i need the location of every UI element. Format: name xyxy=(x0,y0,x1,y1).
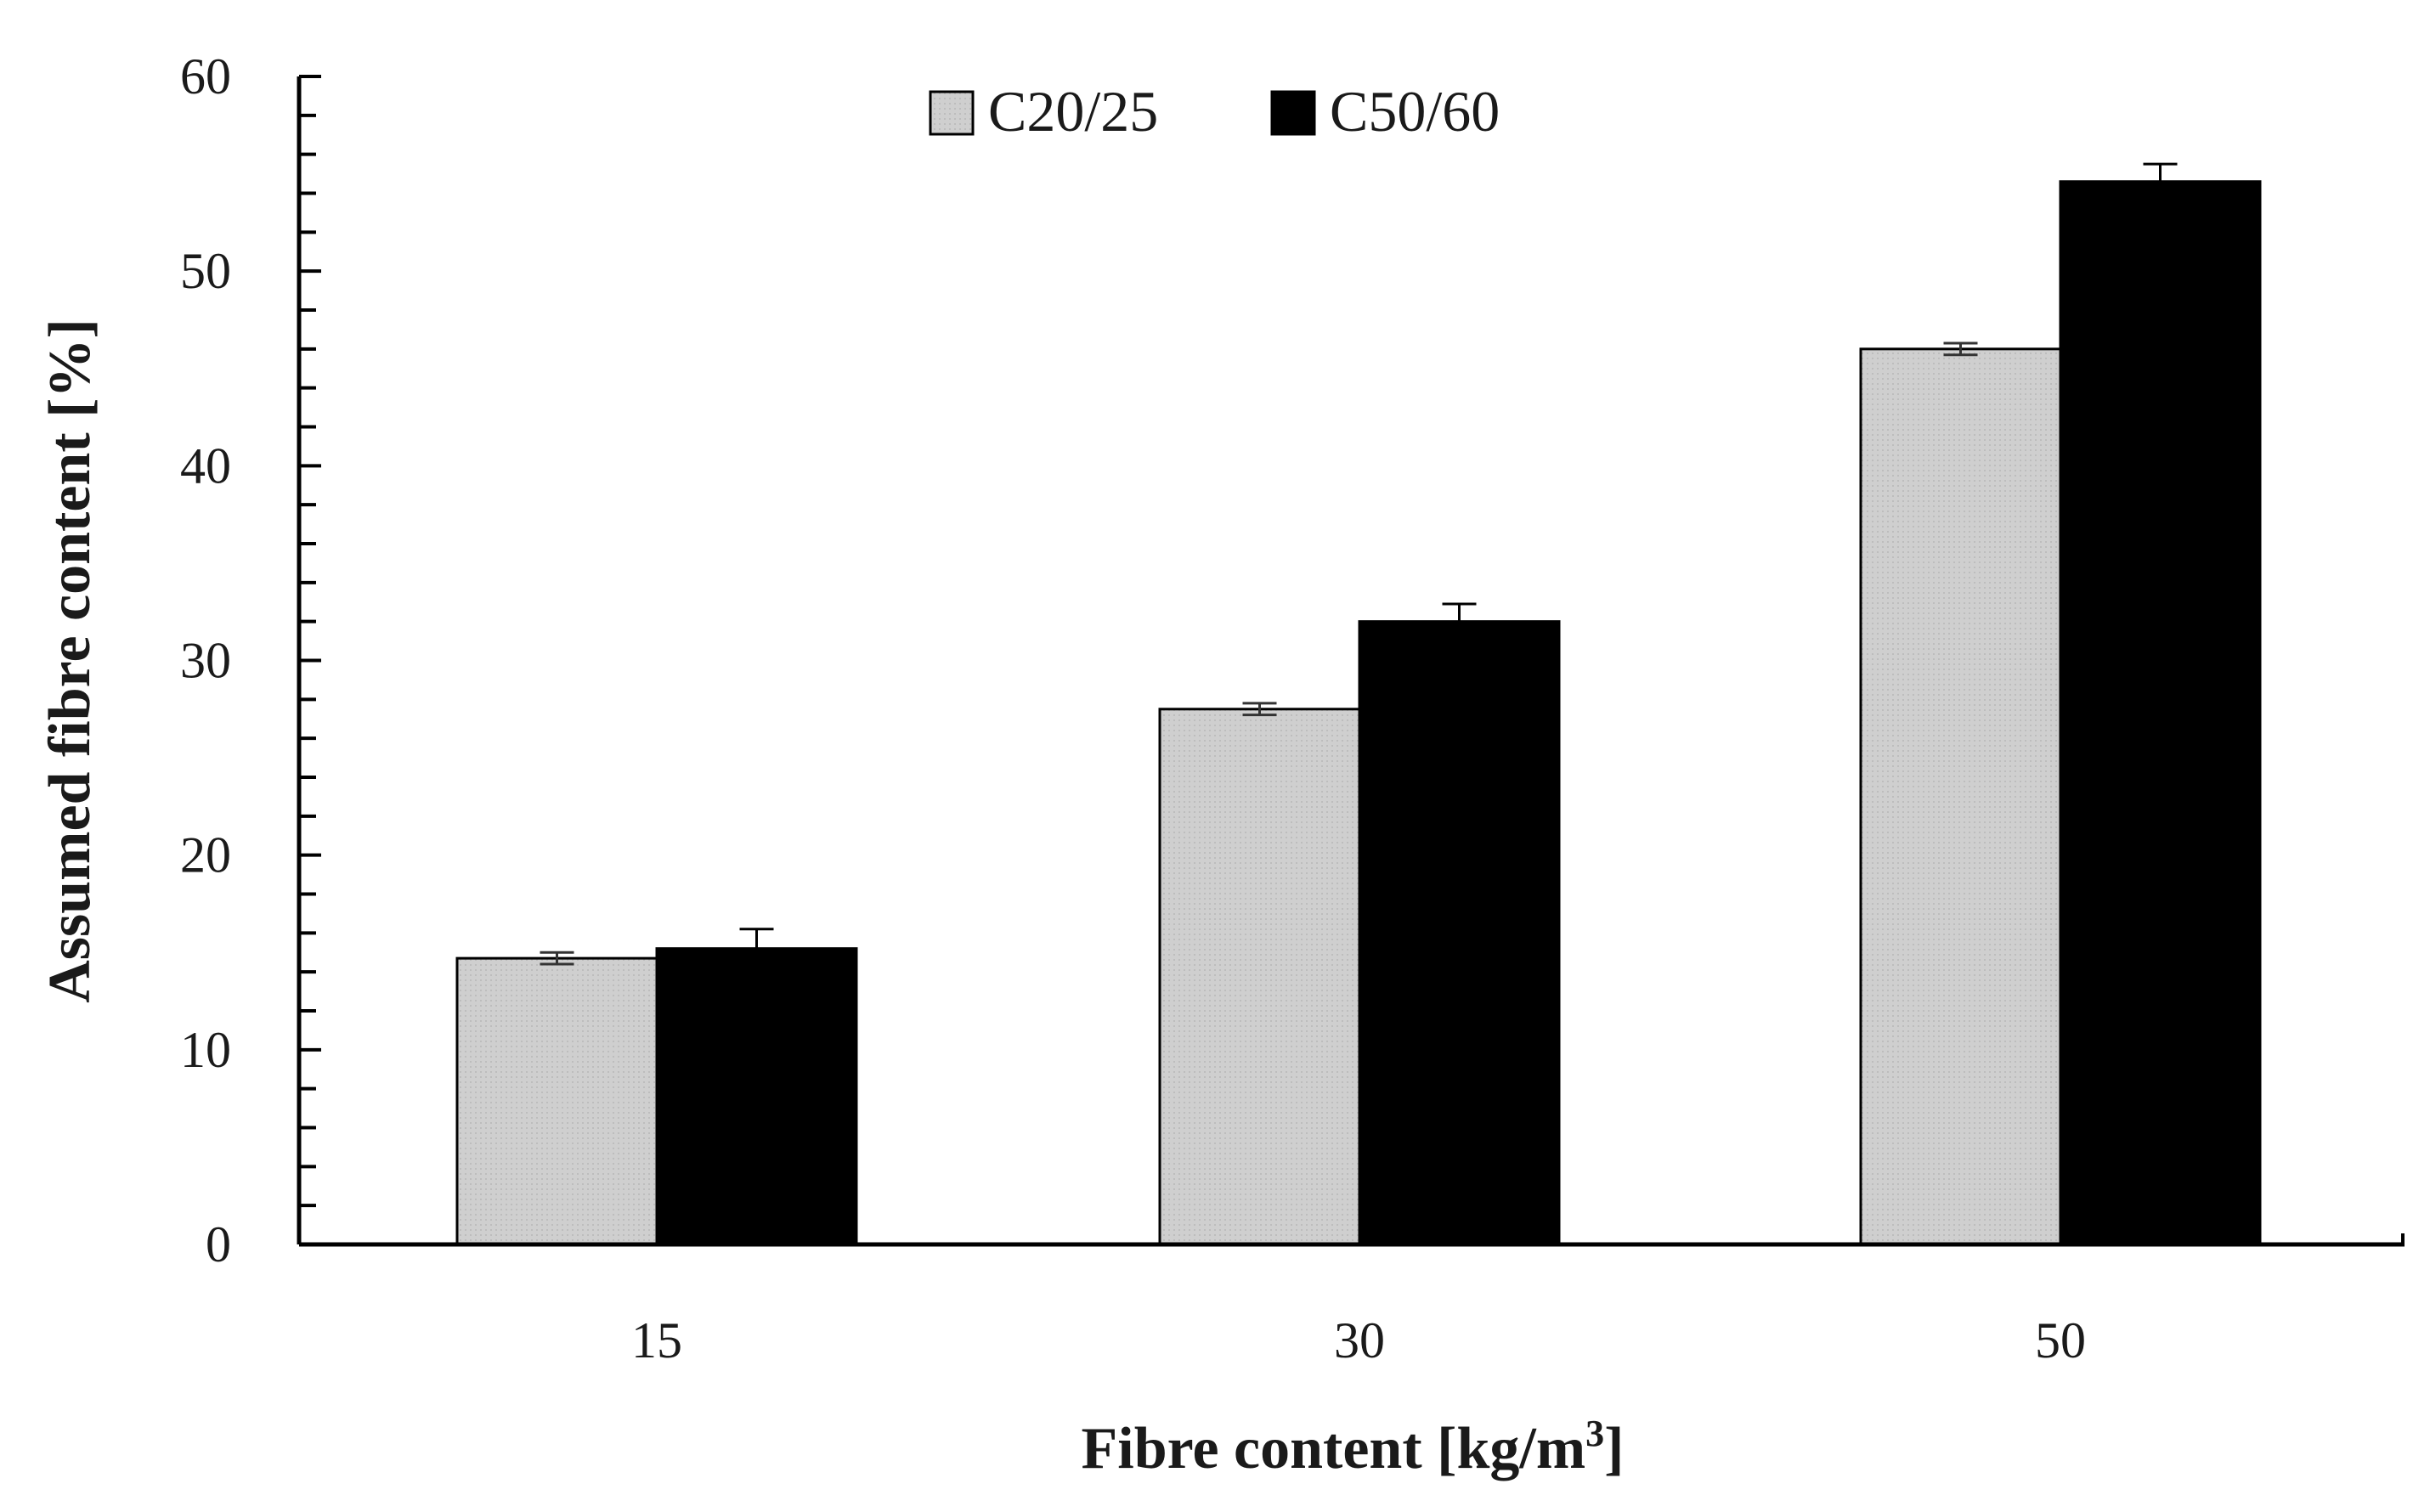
y-tick-label: 0 xyxy=(206,1216,231,1272)
x-axis-title-end: ] xyxy=(1604,1416,1624,1481)
y-tick-label: 40 xyxy=(180,437,231,494)
legend-swatch-c50-60 xyxy=(1270,90,1316,136)
y-tick-label: 20 xyxy=(180,827,231,883)
axes-layer: 0 10 20 30 40 50 60 15 30 50 xyxy=(180,48,2405,1368)
x-axis-title-superscript: 3 xyxy=(1585,1413,1604,1454)
error-bar xyxy=(1943,341,1978,357)
y-tick-label: 10 xyxy=(180,1022,231,1078)
error-bar xyxy=(739,928,774,949)
bar-c20-25-15 xyxy=(455,956,658,1246)
x-tick-label: 15 xyxy=(631,1312,682,1368)
error-bar xyxy=(1442,602,1477,622)
y-ticks: 0 10 20 30 40 50 60 xyxy=(180,48,321,1272)
x-tick-label: 30 xyxy=(1334,1312,1385,1368)
bar-c50-60-50 xyxy=(2059,180,2262,1246)
bar-c20-25-50 xyxy=(1859,347,2062,1246)
error-bar xyxy=(2143,162,2178,182)
bar-c50-60-30 xyxy=(1358,620,1561,1246)
x-ticks: 15 30 50 xyxy=(631,1233,2405,1368)
y-axis-title: Assumed fibre content [%] xyxy=(37,319,103,1003)
x-tick-label: 50 xyxy=(2035,1312,2086,1368)
x-axis-title: Fibre content [kg/m3] xyxy=(1082,1413,1625,1481)
legend-label-c50-60: C50/60 xyxy=(1330,79,1500,144)
bar-c20-25-30 xyxy=(1158,708,1361,1246)
bars-layer xyxy=(455,162,2262,1246)
y-tick-label: 50 xyxy=(180,243,231,299)
y-tick-label: 60 xyxy=(180,48,231,104)
error-bar xyxy=(1242,702,1277,717)
legend-swatch-c20-25 xyxy=(929,90,975,136)
y-tick-label: 30 xyxy=(180,633,231,689)
legend: C20/25 C50/60 xyxy=(929,79,1500,144)
x-axis-title-main: Fibre content [kg/m xyxy=(1082,1416,1586,1481)
bar-c50-60-15 xyxy=(655,947,858,1246)
error-bar xyxy=(540,951,574,966)
legend-label-c20-25: C20/25 xyxy=(988,79,1158,144)
